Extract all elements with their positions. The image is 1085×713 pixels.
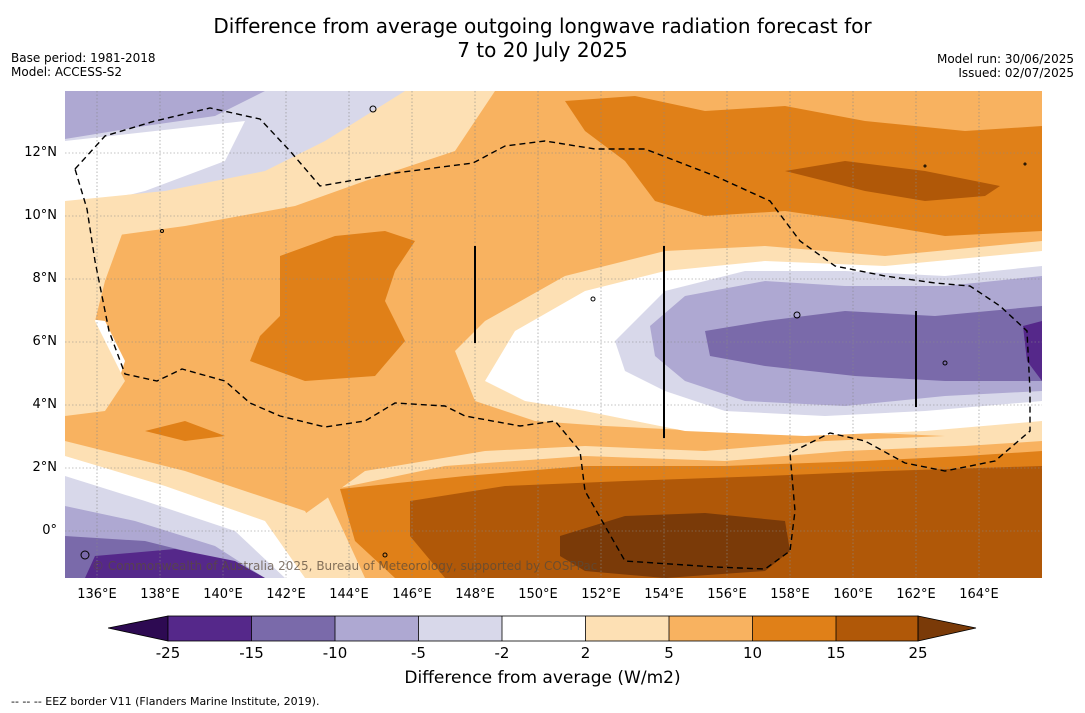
lon-label-156e: 156°E xyxy=(707,587,747,602)
lat-label-10n: 10°N xyxy=(24,208,57,223)
colorbar-bin-6 xyxy=(585,616,669,641)
title-line-1: Difference from average outgoing longwav… xyxy=(213,14,872,38)
colorbar-tick: 25 xyxy=(908,644,928,662)
lon-label-160e: 160°E xyxy=(833,587,873,602)
colorbar-tick: -2 xyxy=(494,644,510,662)
title-line-2: 7 to 20 July 2025 xyxy=(457,38,628,62)
colorbar-tick: 2 xyxy=(580,644,591,662)
region-neg-nw-white xyxy=(65,121,245,211)
colorbar-tick: -5 xyxy=(411,644,426,662)
colorbar-bin-2 xyxy=(251,616,335,641)
lon-label-164e: 164°E xyxy=(959,587,999,602)
model-run: Model run: 30/06/2025 xyxy=(936,52,1074,66)
meta-left: Base period: 1981-2018 Model: ACCESS-S2 xyxy=(11,51,156,79)
lon-label-162e: 162°E xyxy=(896,587,936,602)
region-deepviolet-east xyxy=(1023,321,1042,381)
lat-label-12n: 12°N xyxy=(24,145,57,160)
region-pale-upper xyxy=(65,91,495,256)
lat-label-0: 0° xyxy=(42,523,57,538)
colorbar-tick: 10 xyxy=(742,644,763,662)
colorbar-tick: -10 xyxy=(322,644,348,662)
colorbar xyxy=(107,614,978,644)
colorbar-bin-5 xyxy=(502,616,586,641)
lat-label-8n: 8°N xyxy=(32,271,58,286)
colorbar-label: Difference from average (W/m2) xyxy=(404,668,681,688)
islands xyxy=(80,105,1027,560)
lon-label-152e: 152°E xyxy=(581,587,621,602)
colorbar-bin-3 xyxy=(335,616,419,641)
issued-date: Issued: 02/07/2025 xyxy=(958,66,1074,80)
olr-anomaly-map xyxy=(65,91,1042,578)
lon-label-150e: 150°E xyxy=(518,587,558,602)
region-neg-nw-mid xyxy=(65,91,265,139)
lon-label-146e: 146°E xyxy=(392,587,432,602)
colorbar-arrow-low xyxy=(107,615,169,642)
colorbar-dividers xyxy=(167,615,919,642)
colorbar-tick: 15 xyxy=(826,644,846,662)
footnote-eez: -- -- -- EEZ border V11 (Flanders Marine… xyxy=(11,695,320,708)
base-period: Base period: 1981-2018 xyxy=(11,51,156,65)
lon-label-142e: 142°E xyxy=(266,587,306,602)
map-canvas xyxy=(65,91,1042,578)
eez-border xyxy=(74,107,1031,570)
region-brown-ne xyxy=(785,161,1000,201)
vertical-markers xyxy=(474,246,917,438)
colorbar-bin-4 xyxy=(418,616,502,641)
lon-label-144e: 144°E xyxy=(329,587,369,602)
lon-label-136e: 136°E xyxy=(77,587,117,602)
lat-label-2n: 2°N xyxy=(32,460,58,475)
region-sw-deepviolet xyxy=(85,549,265,578)
colorbar-graphic xyxy=(107,615,977,642)
meta-right: Model run: 30/06/2025 Issued: 02/07/2025 xyxy=(937,52,1074,80)
colorbar-bin-7 xyxy=(669,616,753,641)
colorbar-tick: -25 xyxy=(155,644,181,662)
region-orange-small xyxy=(145,421,225,441)
colorbar-bin-8 xyxy=(752,616,836,641)
lon-label-158e: 158°E xyxy=(770,587,810,602)
map-title: Difference from average outgoing longwav… xyxy=(0,14,1085,62)
colorbar-tick: 5 xyxy=(664,644,674,662)
colorbar-arrow-high xyxy=(917,615,977,642)
lon-label-140e: 140°E xyxy=(203,587,243,602)
model-name: Model: ACCESS-S2 xyxy=(11,65,123,79)
lon-label-138e: 138°E xyxy=(140,587,180,602)
colorbar-bin-1 xyxy=(168,616,252,641)
lat-label-6n: 6°N xyxy=(32,334,58,349)
lon-label-148e: 148°E xyxy=(455,587,495,602)
colorbar-tick: -15 xyxy=(239,644,264,662)
lon-label-154e: 154°E xyxy=(644,587,684,602)
region-orange-ne xyxy=(565,96,1042,236)
lat-label-4n: 4°N xyxy=(32,397,58,412)
copyright-text: © Commonwealth of Australia 2025, Bureau… xyxy=(92,559,598,573)
region-pale-west xyxy=(65,226,125,416)
region-darkbrown-south xyxy=(560,513,790,578)
region-orange-central xyxy=(250,231,415,381)
region-darkviolet-east xyxy=(705,306,1042,381)
colorbar-bin-9 xyxy=(836,616,918,641)
graticule xyxy=(65,91,1042,578)
